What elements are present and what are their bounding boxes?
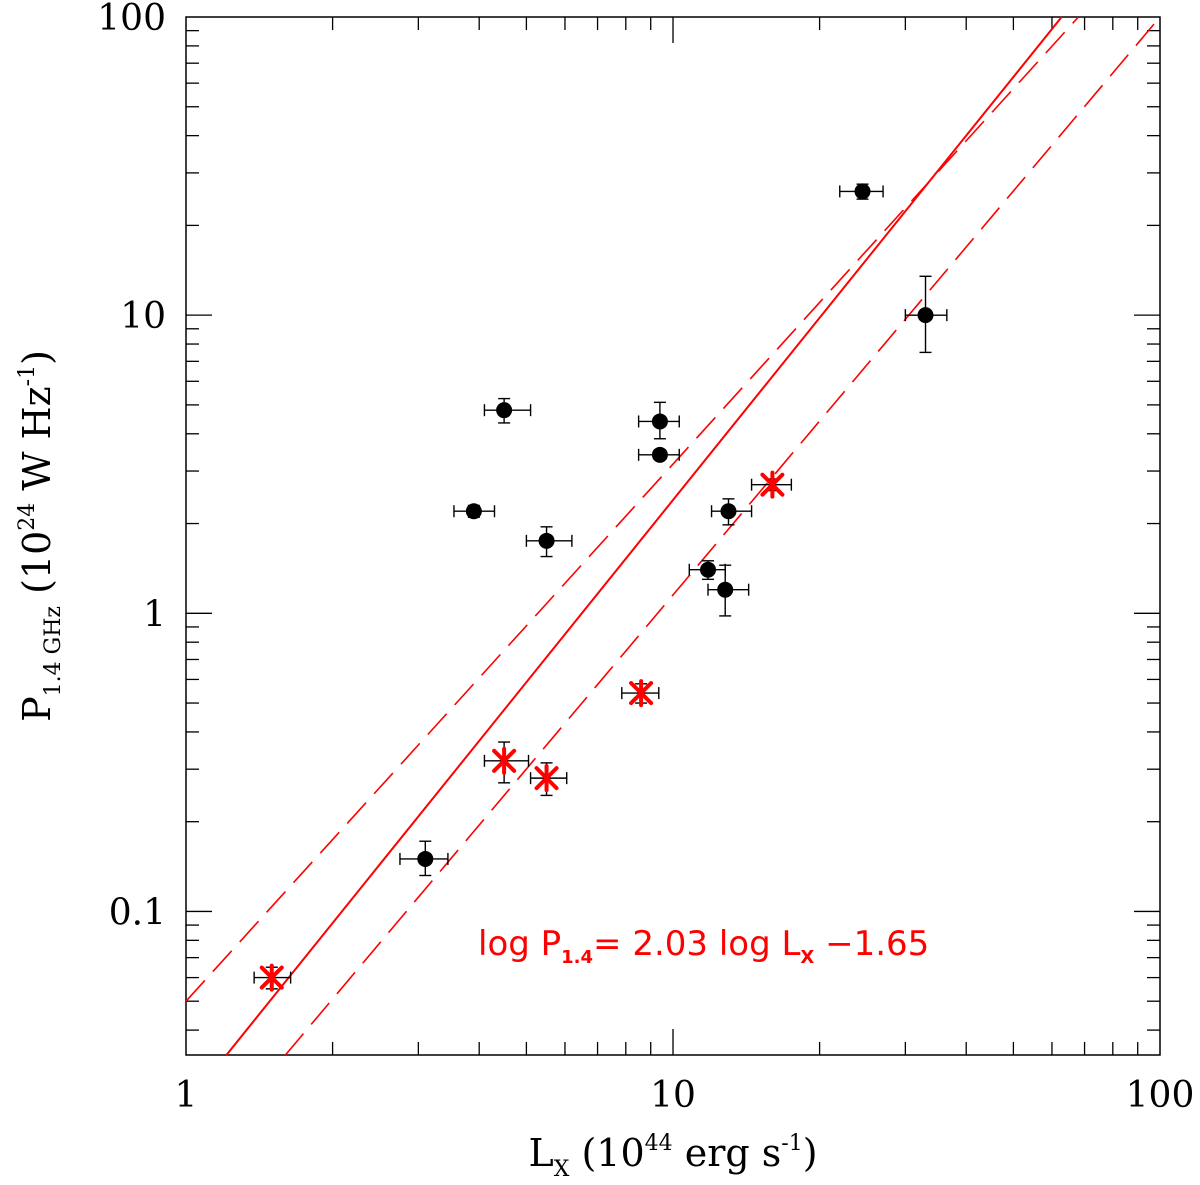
x-tick-label: 100 — [1126, 1075, 1195, 1116]
black-data-point — [637, 446, 680, 463]
black-data-point — [637, 401, 680, 440]
fit-equation-sub1: 1.4 — [561, 947, 593, 968]
circle-marker — [465, 503, 482, 520]
fit-line — [225, 16, 1063, 1056]
black-data-point — [483, 397, 532, 424]
x-axis-title-main: L — [528, 1131, 553, 1175]
confidence-band-upper — [185, 16, 1080, 1002]
y-axis-title-rest1: (10 — [15, 531, 59, 606]
y-tick-label: 1 — [143, 594, 166, 635]
circle-marker — [700, 561, 717, 578]
circle-marker — [417, 850, 434, 867]
fit-equation-part1: log P — [478, 924, 561, 964]
x-axis-title-sup: 44 — [645, 1131, 673, 1156]
x-tick-label: 1 — [175, 1075, 198, 1116]
circle-marker — [651, 413, 668, 430]
x-tick-label: 10 — [650, 1075, 696, 1116]
red-data-point — [621, 679, 660, 708]
y-axis-title-rest3: ) — [15, 350, 59, 365]
y-axis-title-sub: 1.4 GHz — [41, 606, 66, 696]
plot-frame — [185, 16, 1161, 1056]
x-axis-title-sup2: -1 — [781, 1131, 802, 1156]
circle-marker — [917, 307, 934, 324]
x-axis-title-rest3: ) — [803, 1131, 818, 1175]
x-axis-title-sub: X — [554, 1157, 570, 1182]
black-data-point — [904, 275, 948, 354]
fit-equation-part2: = 2.03 log L — [593, 924, 800, 964]
black-data-point — [453, 503, 496, 520]
red-data-point — [253, 963, 292, 992]
y-tick-labels: 0.1 1 10 100 — [97, 0, 166, 933]
circle-marker — [538, 532, 555, 549]
black-data-point — [399, 840, 449, 877]
fit-line-group — [225, 16, 1063, 1056]
black-data-point — [839, 183, 884, 200]
y-axis-title: P1.4 GHz (1024 W Hz-1) — [15, 350, 66, 722]
red-data-point — [483, 741, 530, 784]
red-data-point — [750, 470, 793, 499]
circle-marker — [651, 446, 668, 463]
fit-equation-part3: −1.65 — [814, 924, 929, 964]
fit-equation-sub2: X — [800, 947, 814, 968]
fit-equation: log P1.4= 2.03 log LX −1.65 — [478, 924, 929, 968]
axis-ticks — [186, 17, 1160, 1055]
y-axis-title-rest2: W Hz — [15, 386, 59, 502]
black-data-point — [688, 560, 726, 581]
y-tick-label: 10 — [120, 296, 166, 337]
x-axis-title-rest1: (10 — [569, 1131, 644, 1175]
circle-marker — [496, 402, 513, 419]
y-axis-title-main: P — [15, 696, 59, 722]
red-data-point — [529, 762, 568, 797]
x-axis-title: LX (1044 erg s-1) — [528, 1131, 817, 1182]
circle-marker — [717, 581, 734, 598]
x-axis-title-rest2: erg s — [673, 1131, 782, 1175]
confidence-band-lower — [284, 16, 1161, 1056]
confidence-bands — [185, 16, 1161, 1056]
black-data-point — [707, 564, 750, 617]
circle-marker — [720, 503, 737, 520]
black-data-point — [525, 526, 573, 558]
y-tick-label: 0.1 — [109, 892, 166, 933]
y-axis-title-sup2: -1 — [15, 365, 40, 386]
data-points — [253, 183, 948, 992]
x-tick-labels: 1 10 100 — [175, 1075, 1195, 1116]
y-axis-title-sup: 24 — [15, 503, 40, 531]
y-tick-label: 100 — [97, 0, 166, 39]
black-data-point — [710, 498, 753, 526]
circle-marker — [854, 183, 871, 200]
